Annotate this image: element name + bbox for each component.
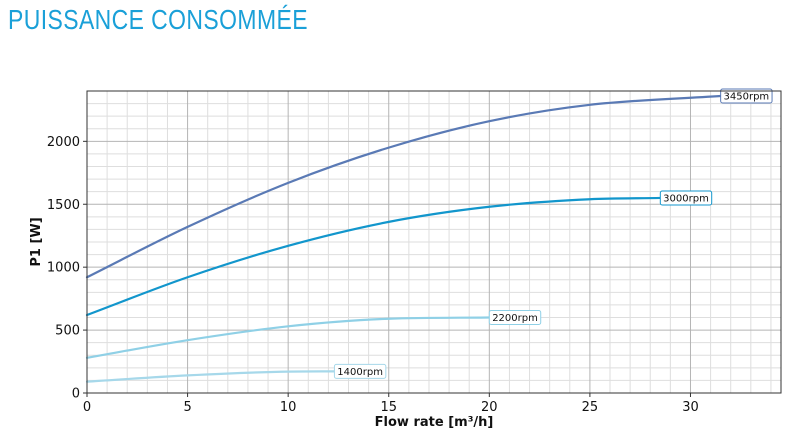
curve-label-box [333, 363, 387, 379]
series-layer [85, 94, 722, 383]
curve-label-2200rpm: 2200rpm [492, 313, 538, 324]
x-tick-label: 15 [380, 400, 397, 415]
y-tick-label: 2000 [47, 135, 80, 150]
curve-label-1400rpm: 1400rpm [337, 367, 383, 378]
x-tick-label: 10 [280, 400, 297, 415]
y-tick-label: 500 [55, 324, 80, 339]
y-axis: 0 500 1000 1500 2000 [47, 135, 87, 402]
y-axis-title: P1 [W] [29, 217, 44, 266]
curve-label-3000rpm: 3000rpm [663, 193, 709, 204]
plot-frame [86, 90, 782, 394]
x-axis: 0 5 10 15 20 25 30 [83, 393, 699, 415]
x-tick-label: 0 [83, 400, 91, 415]
x-tick-label: 5 [183, 400, 191, 415]
page-title: PUISSANCE CONSOMMÉE [8, 4, 308, 35]
curve-label-3450rpm: 3450rpm [724, 92, 770, 103]
curve-label-box [720, 88, 773, 104]
x-tick-label: 25 [582, 400, 599, 415]
series-line-1400rpm [85, 370, 336, 383]
y-tick-label: 1000 [47, 261, 80, 276]
y-tick-label: 0 [72, 387, 80, 402]
series-line-2200rpm [85, 316, 491, 359]
curve-label-box [488, 310, 542, 325]
curve-label-box [659, 190, 713, 206]
x-tick-label: 30 [682, 400, 699, 415]
x-tick-label: 20 [481, 400, 498, 415]
y-tick-label: 1500 [47, 198, 80, 213]
x-axis-title: Flow rate [m³/h] [375, 415, 494, 430]
series-line-3450rpm [85, 94, 722, 279]
curve-labels: 3450rpm 3000rpm 2200rpm 1400rpm [333, 88, 773, 379]
series-line-3000rpm [85, 196, 662, 317]
